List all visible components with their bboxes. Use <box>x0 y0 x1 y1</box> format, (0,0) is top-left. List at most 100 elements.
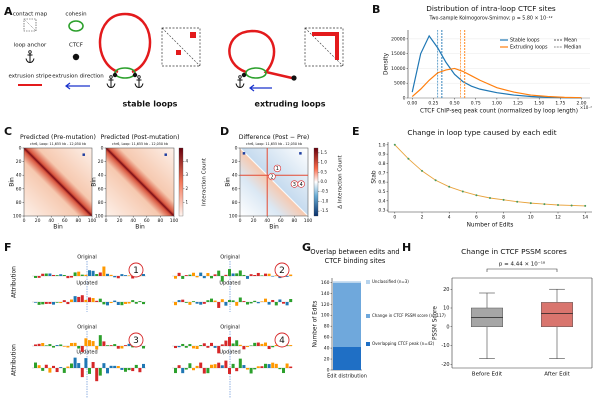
colorbar <box>178 147 184 217</box>
logo-letter <box>120 302 124 306</box>
y-tick-label: 40 <box>16 173 22 179</box>
chart-title: Distribution of intra-loop CTCF sites <box>426 4 556 13</box>
logo-letter <box>271 346 275 348</box>
logo-letter <box>285 345 289 346</box>
x-tick-label: 60 <box>278 218 284 224</box>
bar-segment <box>333 282 361 347</box>
point <box>421 169 423 172</box>
logo-letter <box>235 368 239 372</box>
logo-letter <box>91 270 95 276</box>
logo-letter <box>260 275 264 276</box>
logo-letter <box>217 346 221 354</box>
logo-letter <box>120 274 124 276</box>
y-tick-label: 0 <box>101 146 104 152</box>
heatmap-subtitle: chr6, Loop: 11,655 kb - 12,050 kb <box>246 142 302 146</box>
anchor <box>106 75 116 88</box>
y-tick-label: 0 <box>235 146 238 152</box>
logo-letter <box>249 368 253 374</box>
x-axis-label: Bin <box>53 224 63 231</box>
logo-letter <box>48 368 52 373</box>
y-tick-label: 0.3 <box>378 208 385 214</box>
logo-letter <box>95 346 99 350</box>
logo-letter <box>102 363 106 368</box>
logo-label: Original <box>77 255 97 261</box>
logo-letter <box>62 274 66 276</box>
logo-letter <box>52 365 55 368</box>
loop-dot <box>176 50 181 55</box>
x-tick-label: 100 <box>304 218 313 224</box>
x-tick-label: 80 <box>292 218 298 224</box>
y-tick-label: 20 <box>232 159 238 165</box>
logo-letter <box>88 340 91 346</box>
logo-letter <box>109 302 113 304</box>
logo-letter <box>77 363 81 368</box>
logo-letter <box>91 362 95 368</box>
x-tick-label: 60 <box>144 218 150 224</box>
edit-marker <box>128 262 144 278</box>
logo-letter <box>88 368 91 374</box>
logo-letter <box>249 345 253 346</box>
y-tick-label: 10 <box>443 306 449 312</box>
logo-letter <box>228 269 231 276</box>
logo-letter <box>235 273 239 276</box>
logo-letter <box>242 301 246 302</box>
logo-letter <box>206 273 210 276</box>
logo-letter <box>84 358 88 368</box>
logo-letter <box>134 364 138 368</box>
legend-label: cohesin <box>65 12 87 18</box>
logo-letter <box>202 368 206 374</box>
logo-letter <box>70 363 73 368</box>
loop <box>98 12 152 74</box>
logo-label: Updated <box>219 350 240 356</box>
x-tick-label: 1.25 <box>513 101 523 107</box>
y-axis-label: Bin <box>9 177 16 187</box>
logo-letter <box>228 300 231 302</box>
logo-letter <box>231 273 235 276</box>
x-tick-label: 0.25 <box>428 101 438 107</box>
logo-letter <box>195 346 199 349</box>
logo-letter <box>242 274 246 276</box>
logo-letter <box>37 343 41 346</box>
y-tick-label: 40 <box>232 173 238 179</box>
logo-letter <box>124 368 127 372</box>
edit-marker-label: 2 <box>279 266 285 276</box>
logo-letter <box>289 345 293 346</box>
logo-letter <box>34 362 37 368</box>
loop-marker <box>242 152 246 155</box>
colorbar-tick-label: 0.0 <box>321 179 328 184</box>
logo-letter <box>131 276 135 279</box>
x-tick-label: 80 <box>76 218 82 224</box>
logo-letter <box>210 342 213 346</box>
logo-letter <box>199 345 203 346</box>
cohesin-icon <box>68 20 84 32</box>
logo-label: Updated <box>76 350 97 356</box>
edit-marker-label: 3 <box>293 182 296 188</box>
logo-letter <box>188 274 192 276</box>
logo-letter <box>210 276 213 279</box>
diagonal <box>304 27 344 67</box>
logo-letter <box>174 302 177 306</box>
y-tick-label: 0.8 <box>378 161 385 167</box>
logo-letter <box>177 272 181 276</box>
x-tick-label: 6 <box>475 215 478 221</box>
colorbar-tick-label: 3 <box>186 172 189 177</box>
logo-letter <box>231 363 235 368</box>
anchor-icon <box>25 50 35 63</box>
y-tick-label: 20 <box>443 287 449 293</box>
logo-letter <box>34 276 37 278</box>
edit-marker <box>128 332 144 348</box>
logo-letter <box>184 346 188 348</box>
x-tick-label: 0.75 <box>471 101 481 107</box>
logo-letter <box>62 300 66 302</box>
logo-letter <box>195 276 199 278</box>
x-tick-label: 10 <box>528 215 534 221</box>
legend-swatch <box>366 280 370 284</box>
logo-letter <box>84 274 88 276</box>
logo-letter <box>55 368 59 373</box>
y-tick-label: 40 <box>98 173 104 179</box>
anchor <box>134 75 144 88</box>
logo-letter <box>213 364 217 368</box>
legend-label: Change in CTCF PSSM score (n=117) <box>372 313 446 318</box>
bar-segment <box>333 347 361 370</box>
logo-letter <box>91 341 95 346</box>
